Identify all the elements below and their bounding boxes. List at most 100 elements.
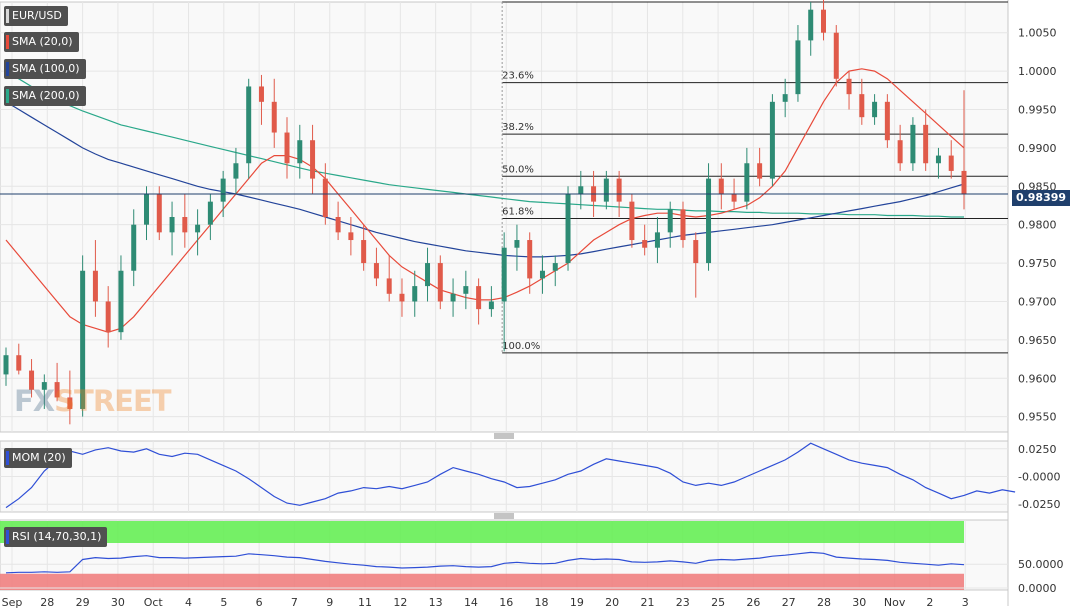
candle-body [757,163,763,179]
candle-body [795,40,801,95]
mom-line [5,442,1016,509]
candle-body [693,240,699,264]
candle-body [41,382,47,390]
x-tick-label: Nov [884,596,906,609]
candle-body [654,232,660,248]
candle-body [118,270,124,333]
x-tick-label: 9 [326,596,333,609]
candle-body [808,9,814,41]
fib-label: 50.0% [502,164,534,175]
candle-body [3,355,9,375]
candle-body [284,132,290,164]
candle-body [603,178,609,202]
candle-body [782,94,788,102]
x-tick-label: 12 [393,596,407,609]
candle-body [706,178,712,264]
x-tick-label: 20 [605,596,619,609]
price-tick-label: 0.9600 [1018,372,1057,385]
candle-body [271,101,277,133]
candle-body [412,286,418,302]
x-tick-label: 27 [782,596,796,609]
price-tick-label: 0.9550 [1018,411,1057,424]
candle-body [488,301,494,310]
rsi-overbought-zone [0,521,964,543]
panel-bg-0 [0,1,1009,433]
candle-body [361,240,367,264]
rsi-line [5,551,965,574]
x-tick-label: 19 [570,596,584,609]
candle-body [29,370,35,390]
x-tick-label: 14 [464,596,478,609]
sma200-line [5,70,964,218]
candle-body [373,263,379,279]
candle-body [463,286,469,294]
candle-body [820,9,826,33]
candle-body [386,278,392,294]
candle-body [859,94,865,118]
candle-body [144,193,150,225]
candle-body [156,193,162,233]
rsi-tick-label: 50.0000 [1018,558,1064,571]
price-tick-label: 0.9750 [1018,257,1057,270]
legend-sma200: SMA (200,0) [4,86,86,106]
candle-body [578,186,584,194]
candle-body [527,240,533,279]
candle-body [501,247,507,302]
legend-sma100: SMA (100,0) [4,59,86,79]
candle-body [744,163,750,202]
candle-body [105,301,111,333]
candle-body [514,240,520,248]
candle-body [552,263,558,271]
price-tick-label: 0.9700 [1018,295,1057,308]
legend-sma20: SMA (20,0) [4,32,79,52]
candle-body [16,355,22,371]
candle-body [399,293,405,302]
legend-symbol: EUR/USD [4,6,68,26]
fib-label: 61.8% [502,207,534,218]
candle-body [258,86,264,102]
x-tick-label: Oct [144,596,164,609]
price-tick-label: 0.9900 [1018,142,1057,155]
candle-body [297,140,303,164]
x-tick-label: 18 [535,596,549,609]
fib-label: 23.6% [502,71,534,82]
candle-body [348,232,354,241]
candle-body [80,270,86,409]
x-tick-label: 6 [256,596,263,609]
candle-body [680,209,686,241]
candle-body [935,155,941,164]
candle-body [769,101,775,179]
candle-body [322,178,328,217]
x-tick-label: 11 [358,596,372,609]
x-tick-label: 7 [291,596,298,609]
candle-body [246,86,252,164]
price-tick-label: 1.0000 [1018,65,1057,78]
rsi-oversold-zone [0,573,964,590]
candle-body [846,78,852,95]
price-tick-label: 0.9800 [1018,219,1057,232]
candle-body [667,209,673,233]
x-tick-label: 2 [926,596,933,609]
candle-body [207,201,213,225]
candle-body [872,101,878,118]
x-tick-label: 28 [817,596,831,609]
x-tick-label: 30 [111,596,125,609]
sma20-line [5,68,965,333]
candle-body [131,224,137,271]
candle-body [731,193,737,202]
candle-body [437,263,443,302]
price-tick-label: 0.9950 [1018,104,1057,117]
candle-body [616,178,622,202]
price-tick-label: 0.9650 [1018,334,1057,347]
candle-body [233,163,239,179]
candle-body [425,263,431,287]
mom-tick-label: -0.0000 [1018,471,1060,484]
candle-body [718,178,724,194]
x-tick-label: 16 [499,596,513,609]
x-tick-label: 3 [962,596,969,609]
candle-body [310,140,316,179]
candle-body [169,217,175,233]
legend-rsi: RSI (14,70,30,1) [4,527,108,547]
x-tick-label: 23 [676,596,690,609]
